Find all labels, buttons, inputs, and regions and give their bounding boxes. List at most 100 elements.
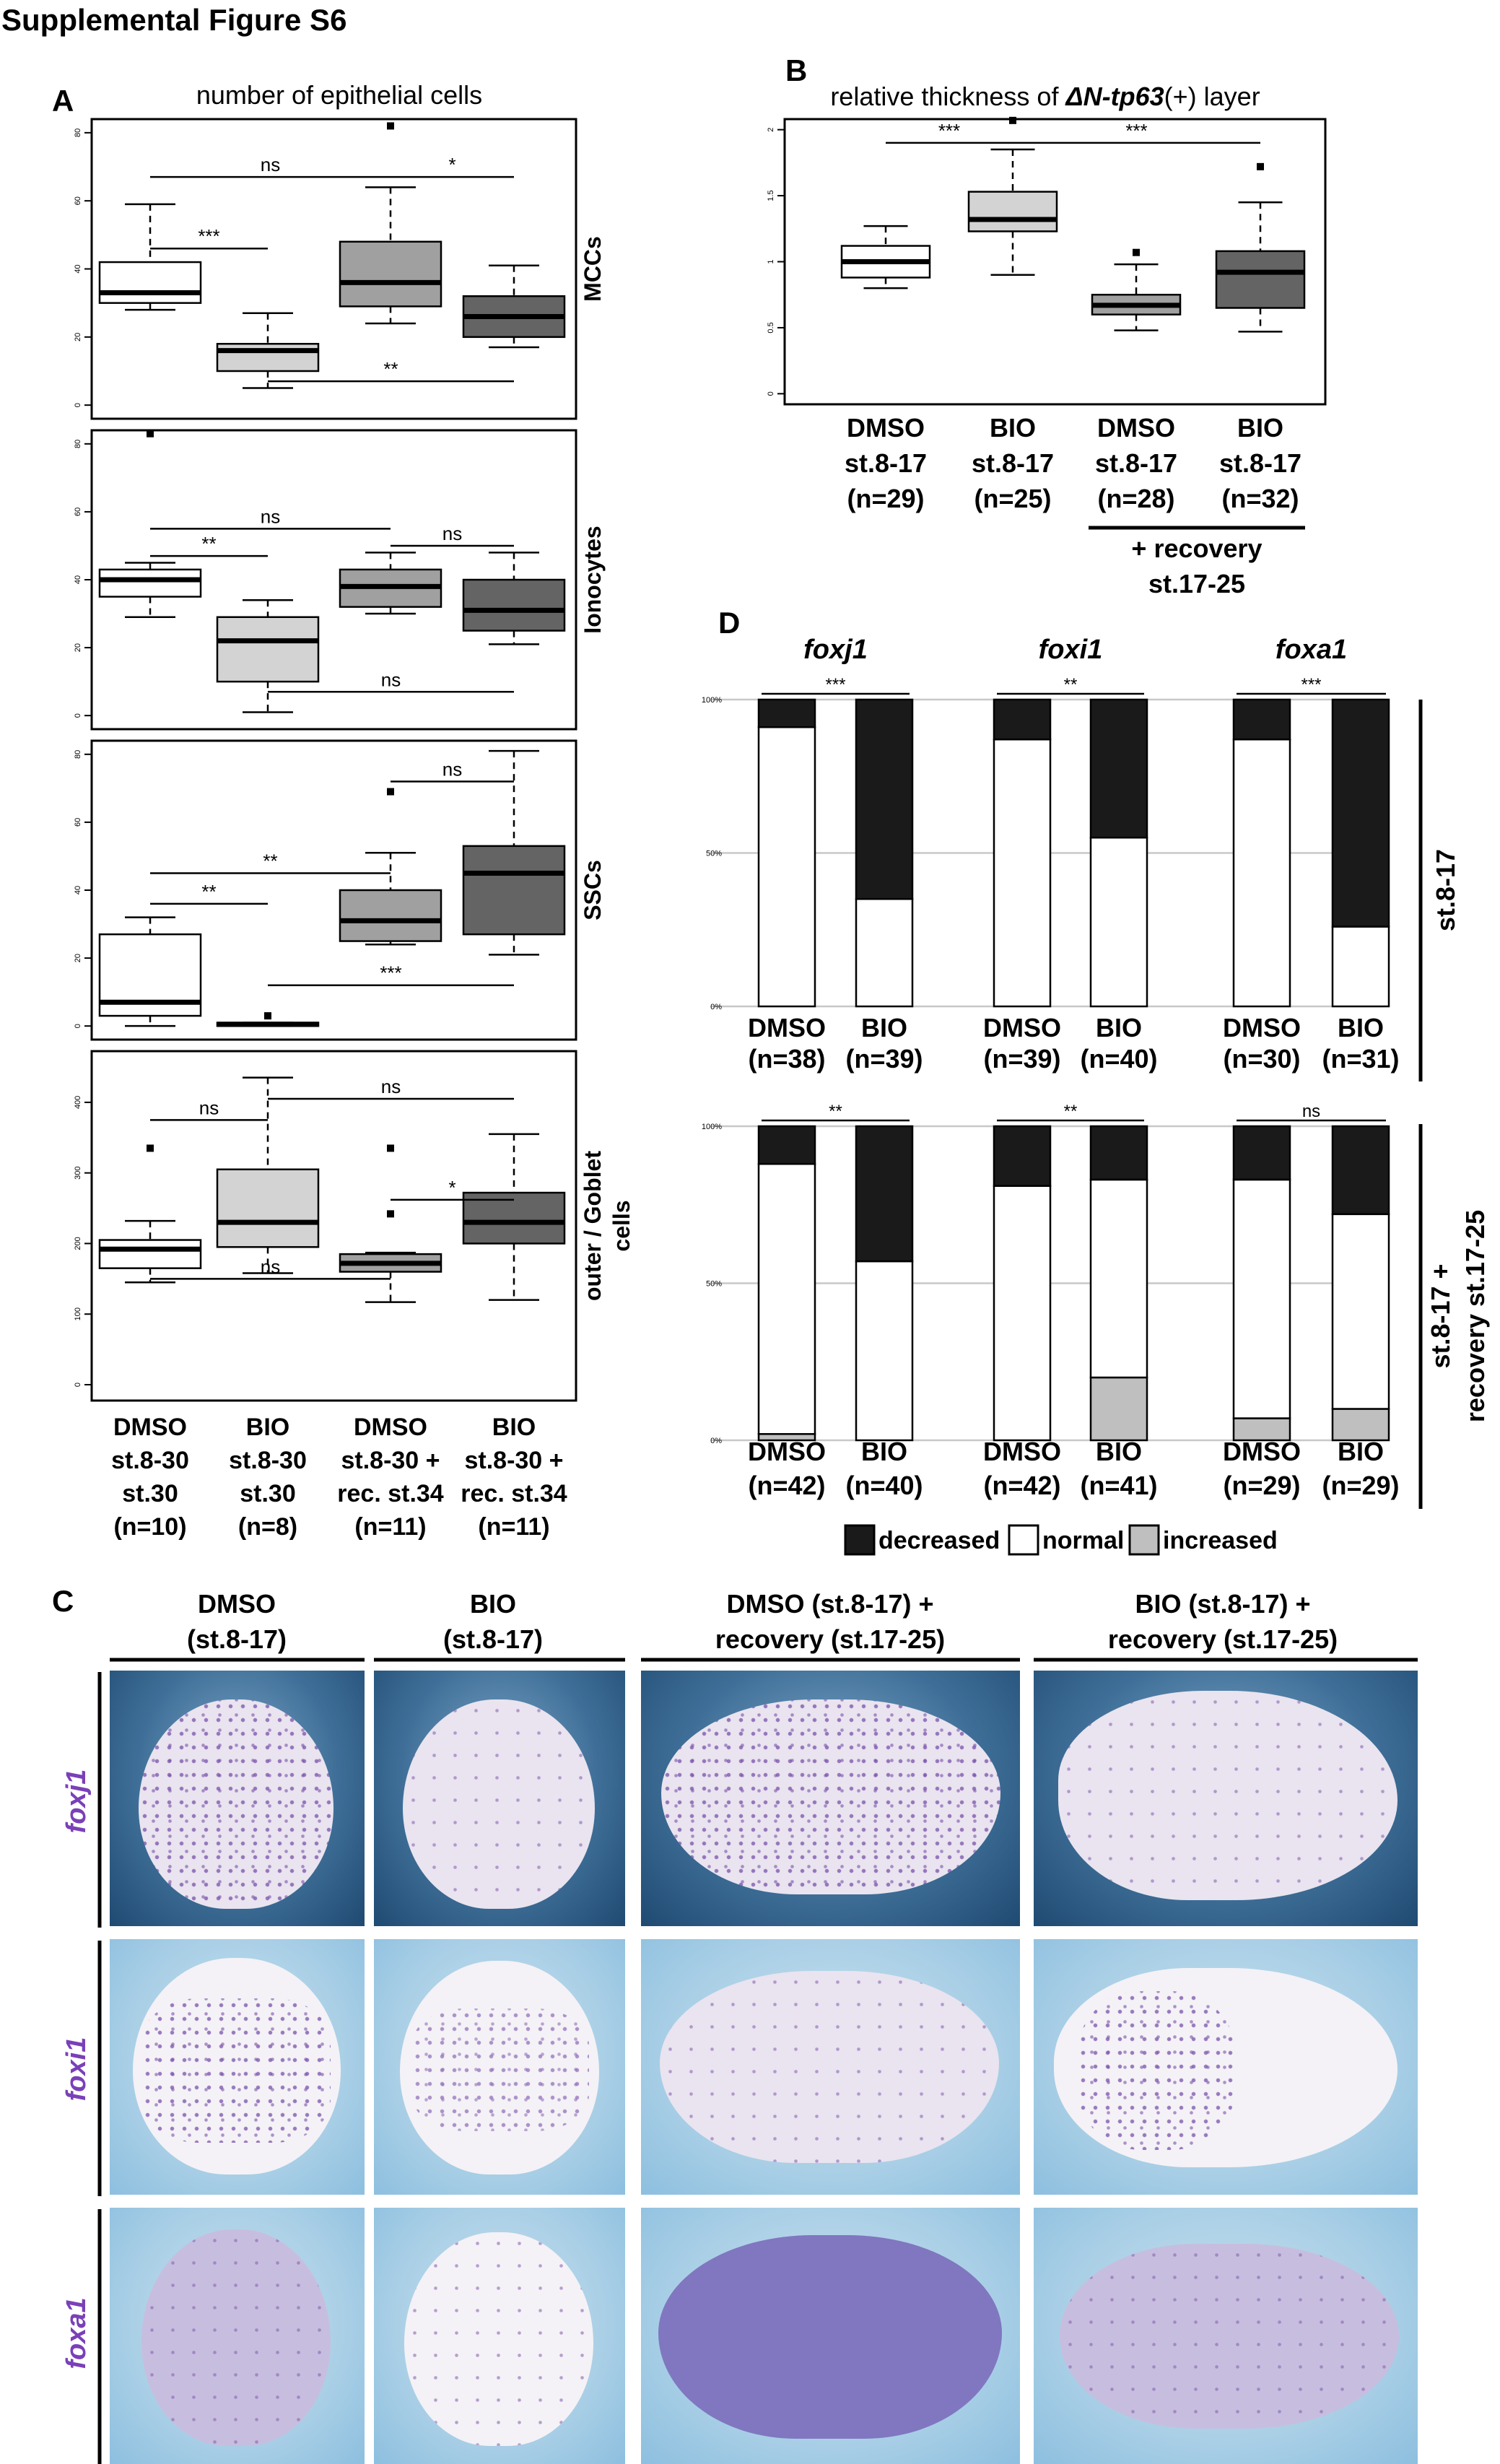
y-tick-label: 40	[74, 264, 82, 273]
significance-label: ***	[1301, 675, 1321, 695]
significance-label: ns	[261, 154, 280, 175]
outlier-point	[1133, 248, 1140, 256]
bar-segment-normal	[1331, 1213, 1390, 1410]
embryo	[660, 1971, 999, 2163]
bar-label: BIO	[861, 1013, 907, 1042]
group-label-l3: (n=32)	[1221, 484, 1299, 513]
bar-n-label: (n=40)	[1080, 1044, 1157, 1074]
row-label-bottom-l1: st.8-17 +	[1426, 1263, 1455, 1368]
facet-label: Ionocytes	[580, 526, 606, 633]
y-tick-label: 0	[767, 391, 775, 396]
panel-b-group-labels: DMSO st.8-17 (n=29) BIO st.8-17 (n=25) DMSO st.…	[845, 413, 1301, 513]
bar-n-label: (n=41)	[1080, 1471, 1157, 1500]
bar-n-label: (n=42)	[748, 1471, 825, 1500]
panel-c-col3-l2: recovery (st.17-25)	[715, 1624, 945, 1654]
group-label-l1: BIO	[990, 413, 1036, 443]
y-tick-label: 0.5	[767, 322, 775, 333]
y-tick-label: 80	[74, 750, 82, 759]
box	[462, 845, 566, 936]
micrograph-foxa1-bio-recovery	[1034, 2208, 1418, 2464]
group-label-l3: (n=29)	[847, 484, 924, 513]
embryo-staining	[1077, 1991, 1236, 2150]
facet-label: cells	[609, 1200, 635, 1251]
outlier-point	[387, 1210, 394, 1218]
bar-segment-decreased	[1232, 1125, 1291, 1181]
bar-segment-normal	[993, 1185, 1052, 1442]
outlier-point	[387, 788, 394, 796]
bar-segment-decreased	[855, 698, 914, 900]
significance-label: **	[383, 358, 398, 380]
group-label-l3: rec. st.34	[461, 1480, 567, 1507]
group-label-l3: st.30	[240, 1480, 296, 1507]
panel-c-col2-l1: BIO	[470, 1589, 516, 1619]
box	[98, 261, 202, 304]
y-tick-label: 100%	[702, 696, 722, 705]
bar-label: DMSO	[983, 1013, 1061, 1042]
significance-label: ns	[381, 669, 401, 690]
box	[462, 578, 566, 632]
box	[462, 1191, 566, 1245]
facet-label: outer / Goblet	[580, 1151, 606, 1301]
embryo	[658, 2235, 1002, 2439]
y-tick-label: 80	[74, 440, 82, 448]
micrograph-foxj1-dmso	[110, 1671, 365, 1926]
bar-segment-decreased	[855, 1125, 914, 1263]
group-label-l4: (n=11)	[354, 1513, 426, 1541]
figure-title: Supplemental Figure S6	[1, 3, 346, 37]
micrograph-foxi1-bio-recovery	[1034, 1939, 1418, 2195]
group-label-l3: rec. st.34	[337, 1480, 444, 1507]
y-tick-label: 0	[74, 1383, 82, 1387]
embryo	[139, 1699, 333, 1909]
micrograph-foxa1-dmso	[110, 2208, 365, 2464]
micrograph-foxj1-bio	[374, 1671, 625, 1926]
bar-label: DMSO	[1223, 1437, 1301, 1466]
panel-c-col3-l1: DMSO (st.8-17) +	[726, 1589, 933, 1619]
panel-d-stacked-bars: foxj1 foxi1 foxa10%50%100%DMSO(n=38)BIO(n=…	[702, 635, 1490, 1509]
group-label-l1: DMSO	[354, 1414, 427, 1441]
bar-n-label: (n=29)	[1223, 1471, 1300, 1500]
y-tick-label: 80	[74, 129, 82, 137]
legend-swatch-normal	[1008, 1524, 1039, 1556]
bar-segment-decreased	[1232, 698, 1291, 741]
gene-header: foxj1	[803, 635, 868, 665]
group-label-l2: st.8-17	[1219, 448, 1301, 478]
significance-label: **	[201, 881, 216, 902]
row-label-top: st.8-17	[1431, 849, 1460, 931]
micrograph-foxa1-dmso-recovery	[641, 2208, 1020, 2464]
panel-d-legend: decreased normal increased	[844, 1524, 1278, 1556]
bar-label: DMSO	[748, 1437, 826, 1466]
group-label-l4: (n=11)	[478, 1513, 549, 1541]
significance-label: **	[263, 850, 277, 871]
group-label-l2: st.8-17	[845, 448, 927, 478]
box	[216, 343, 320, 373]
facet-label: SSCs	[580, 860, 606, 920]
legend-swatch-decreased	[844, 1524, 876, 1556]
bar-n-label: (n=30)	[1223, 1044, 1300, 1074]
y-tick-label: 200	[74, 1237, 82, 1250]
bar-segment-decreased	[993, 698, 1052, 741]
significance-label: **	[1064, 675, 1078, 695]
group-label-l4: (n=10)	[113, 1513, 186, 1541]
bar-n-label: (n=39)	[983, 1044, 1060, 1074]
box	[967, 191, 1058, 232]
significance-label: ***	[198, 225, 219, 247]
bar-label: BIO	[1096, 1013, 1142, 1042]
outlier-point	[1009, 116, 1016, 124]
bar-n-label: (n=31)	[1322, 1044, 1399, 1074]
plot-frame	[90, 1050, 577, 1402]
bar-segment-normal	[855, 1260, 914, 1442]
legend-label-normal: normal	[1042, 1527, 1124, 1554]
embryo	[661, 1699, 1000, 1894]
bar-segment-normal	[1232, 1178, 1291, 1419]
panel-c-col1-l2: (st.8-17)	[187, 1624, 287, 1654]
group-label-l1: BIO	[492, 1414, 536, 1441]
outlier-point	[387, 122, 394, 130]
significance-label: ns	[199, 1097, 219, 1118]
micrograph-foxj1-dmso-recovery	[641, 1671, 1020, 1926]
box	[98, 568, 202, 598]
box	[339, 889, 442, 942]
group-label-l2: st.8-30	[229, 1447, 307, 1474]
group-label-l1: BIO	[246, 1414, 289, 1441]
y-tick-label: 1.5	[767, 190, 775, 201]
y-tick-label: 20	[74, 954, 82, 962]
